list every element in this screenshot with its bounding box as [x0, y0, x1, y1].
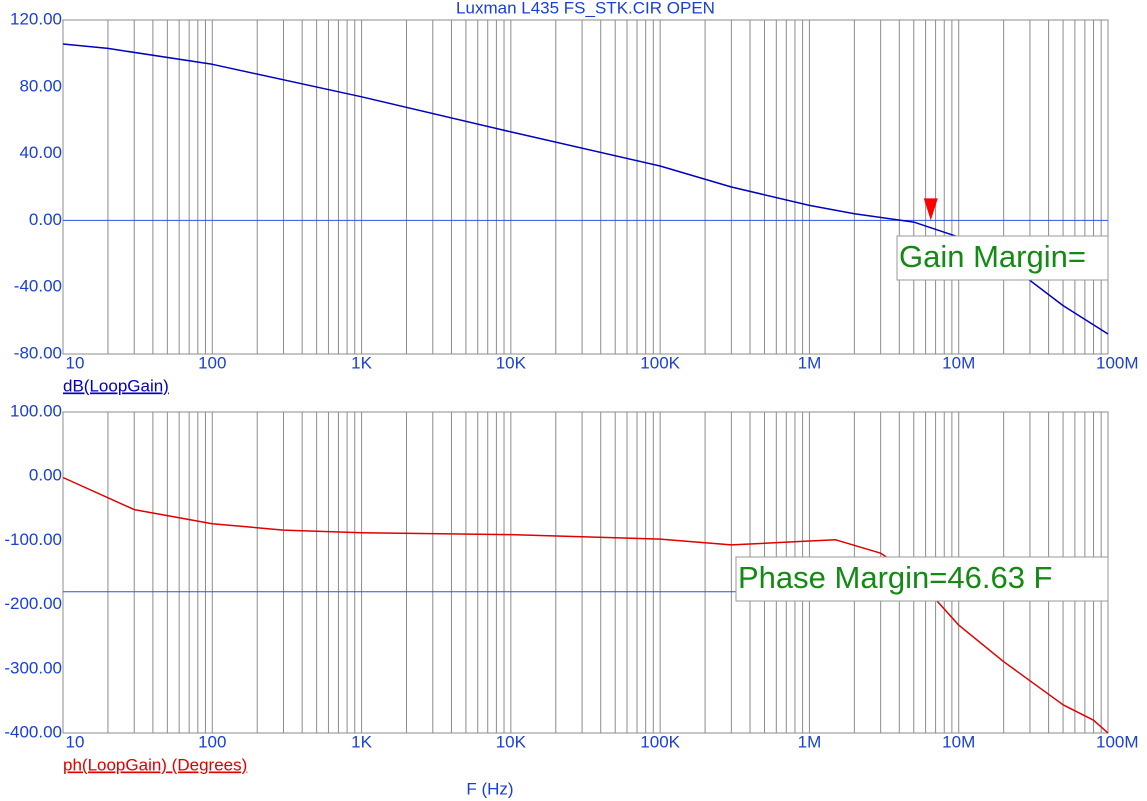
y-tick-label: -40.00	[14, 277, 62, 296]
x-tick-label: 10	[66, 353, 85, 372]
x-tick-label: 10M	[942, 353, 975, 372]
x-tick-label: 10K	[496, 353, 527, 372]
x-tick-label: 100	[198, 353, 226, 372]
y-tick-label: 0.00	[29, 466, 62, 485]
gain-crossover-marker	[923, 198, 938, 221]
x-tick-label: 10K	[496, 732, 527, 751]
x-tick-label: 1M	[798, 732, 822, 751]
chart-title: Luxman L435 FS_STK.CIR OPEN	[456, 0, 715, 17]
y-tick-label: 100.00	[10, 401, 62, 420]
x-tick-label: 1K	[351, 353, 372, 372]
plot-frame	[62, 19, 1109, 355]
data-line	[62, 43, 1109, 335]
annotation-box	[735, 556, 1109, 602]
x-tick-label: 100	[198, 732, 226, 751]
x-tick-label: 1M	[798, 353, 822, 372]
y-tick-label: 0.00	[29, 210, 62, 229]
x-tick-label: 100M	[1096, 353, 1139, 372]
y-tick-label: -400.00	[4, 722, 62, 741]
annotation-text: Gain Margin=	[899, 239, 1086, 274]
y-tick-label: 120.00	[10, 9, 62, 28]
x-tick-label: 10M	[942, 732, 975, 751]
annotation-text: Phase Margin=46.63 F	[738, 560, 1053, 595]
x-tick-label: 100K	[640, 353, 680, 372]
y-tick-label: -80.00	[14, 343, 62, 362]
y-tick-label: 40.00	[19, 143, 62, 162]
series-label: ph(LoopGain) (Degrees)	[63, 755, 247, 774]
y-tick-label: -100.00	[4, 530, 62, 549]
data-line	[62, 476, 1109, 734]
y-tick-label: -300.00	[4, 658, 62, 677]
y-tick-label: 80.00	[19, 76, 62, 95]
x-axis-label: F (Hz)	[466, 779, 513, 798]
x-tick-label: 100M	[1096, 732, 1139, 751]
series-label: dB(LoopGain)	[63, 376, 169, 395]
annotation-box	[896, 235, 1109, 281]
y-tick-label: -200.00	[4, 594, 62, 613]
x-tick-label: 1K	[351, 732, 372, 751]
x-tick-label: 100K	[640, 732, 680, 751]
x-tick-label: 10	[66, 732, 85, 751]
